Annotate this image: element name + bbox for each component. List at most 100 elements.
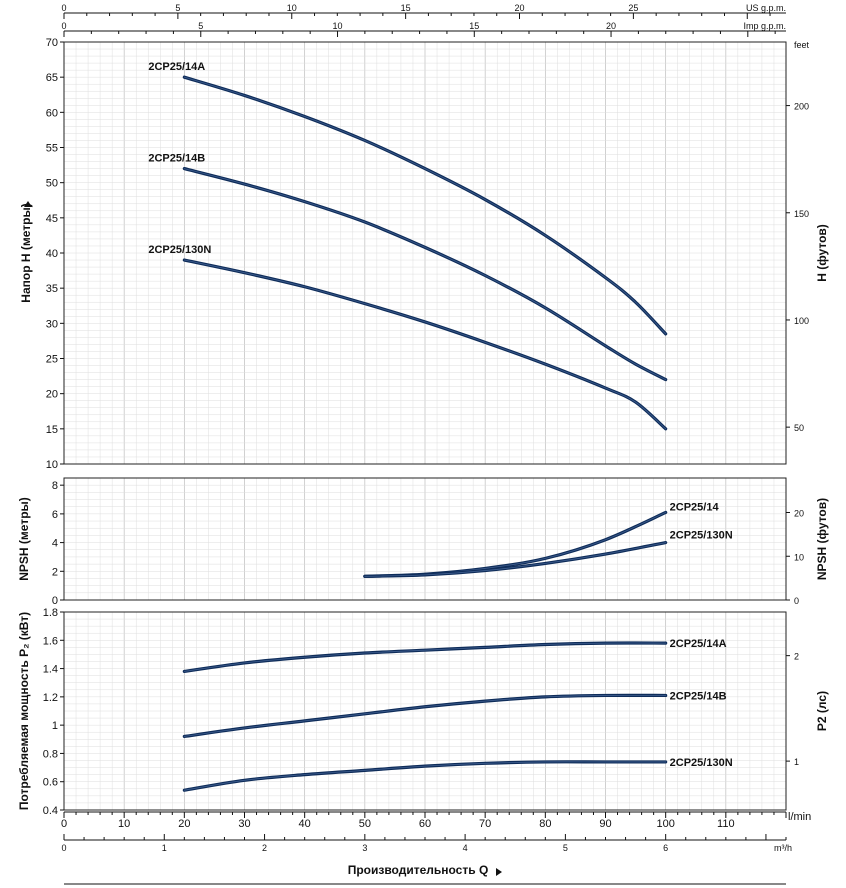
series-label: 2CP25/130N <box>148 244 211 256</box>
lmin-tick-label: 10 <box>118 818 130 830</box>
npsh-curve-highlight-1 <box>364 542 667 577</box>
lmin-tick-label: 50 <box>359 818 371 830</box>
y-tick-label: 60 <box>46 107 58 119</box>
y-tick-label: 0.4 <box>43 805 58 817</box>
power-ylabel: Потребляемая мощность P₂ (кВт) <box>17 612 31 810</box>
m3h-tick-label: 3 <box>362 843 367 853</box>
m3h-tick-label: 2 <box>262 843 267 853</box>
right-tick-label: 200 <box>794 102 809 112</box>
y-tick-label: 1.2 <box>43 692 58 704</box>
power-frame <box>63 611 787 811</box>
y-tick-label: 45 <box>46 213 58 225</box>
head-curve-highlight-1 <box>183 168 667 380</box>
lmin-tick-label: 110 <box>717 818 735 830</box>
imp-gpm-tick-label: 20 <box>606 21 616 31</box>
y-tick-label: 15 <box>46 424 58 436</box>
lmin-tick-label: 20 <box>178 818 190 830</box>
y-tick-label: 65 <box>46 72 58 84</box>
series-label: 2CP25/14 <box>670 501 720 513</box>
y-tick-label: 20 <box>46 389 58 401</box>
series-label: 2CP25/130N <box>670 757 733 769</box>
us-gpm-tick-label: 5 <box>175 3 180 13</box>
y-tick-label: 4 <box>52 538 58 550</box>
y-tick-label: 1 <box>52 720 58 732</box>
lmin-tick-label: 60 <box>419 818 431 830</box>
right-tick-label: 150 <box>794 209 809 219</box>
npsh-ylabel: NPSH (метры) <box>17 497 31 581</box>
top-axes: 0 5 10 15 20 25 US g.p.m. 0 5 10 15 20 Imp g.p.m. <box>61 3 786 37</box>
series-label: 2CP25/14B <box>670 690 727 702</box>
head-ylabel-right: H (футов) <box>815 224 829 282</box>
m3h-tick-label: 4 <box>463 843 468 853</box>
lmin-tick-label: 30 <box>238 818 250 830</box>
imp-gpm-tick-label: 0 <box>61 21 66 31</box>
power-curve-highlight-0 <box>183 642 667 672</box>
lmin-unit: l/min <box>788 811 811 823</box>
y-tick-label: 55 <box>46 143 58 155</box>
m3h-unit: m³/h <box>774 843 792 853</box>
series-label: 2CP25/14B <box>148 153 205 165</box>
head-curve-highlight-0 <box>183 76 667 335</box>
power-curve-highlight-1 <box>183 694 667 737</box>
arrow-up-icon <box>24 201 32 207</box>
y-tick-label: 6 <box>52 509 58 521</box>
imp-gpm-tick-label: 15 <box>469 21 479 31</box>
m3h-tick-label: 5 <box>563 843 568 853</box>
y-tick-label: 0 <box>52 595 58 607</box>
right-tick-label: 20 <box>794 509 804 519</box>
arrow-right-icon <box>496 868 502 876</box>
imp-gpm-unit: Imp g.p.m. <box>743 21 786 31</box>
us-gpm-tick-label: 0 <box>61 3 66 13</box>
y-tick-label: 8 <box>52 480 58 492</box>
m3h-tick-label: 1 <box>162 843 167 853</box>
imp-gpm-tick-label: 10 <box>333 21 343 31</box>
y-tick-label: 1.8 <box>43 607 58 619</box>
y-tick-label: 0.8 <box>43 748 58 760</box>
head-curve-highlight-2 <box>183 259 667 430</box>
us-gpm-tick-label: 20 <box>515 3 525 13</box>
y-tick-label: 0.6 <box>43 777 58 789</box>
power-curve-highlight-2 <box>183 761 667 791</box>
right-tick-label: 2 <box>794 652 799 662</box>
m3h-tick-label: 6 <box>663 843 668 853</box>
y-tick-label: 10 <box>46 459 58 471</box>
npsh-ylabel-right: NPSH (футов) <box>815 498 829 580</box>
us-gpm-tick-label: 25 <box>628 3 638 13</box>
lmin-tick-label: 100 <box>656 818 674 830</box>
y-tick-label: 2 <box>52 566 58 578</box>
us-gpm-tick-label: 15 <box>401 3 411 13</box>
lmin-tick-label: 40 <box>299 818 311 830</box>
series-label: 2CP25/14A <box>670 638 727 650</box>
npsh-panel: 0 2 4 6 8 0 10 20 NPSH (метры) NPSH (футов) 2CP25/… <box>17 477 829 607</box>
y-tick-label: 70 <box>46 37 58 49</box>
y-tick-label: 30 <box>46 318 58 330</box>
right-tick-label: 100 <box>794 316 809 326</box>
lmin-tick-label: 90 <box>599 818 611 830</box>
bottom-axes: 0 10 20 30 40 50 60 70 80 90 100 110 l/min 0 1 2 3 4 5 6 m³/… <box>61 811 811 885</box>
series-label: 2CP25/130N <box>670 530 733 542</box>
x-axis-title: Производительность Q <box>348 863 489 877</box>
right-tick-label: 0 <box>794 596 799 606</box>
right-tick-label: 10 <box>794 552 804 562</box>
y-tick-label: 40 <box>46 248 58 260</box>
lmin-tick-label: 0 <box>61 818 67 830</box>
lmin-tick-label: 70 <box>479 818 491 830</box>
power-ylabel-right: P2 (лс) <box>815 691 829 731</box>
series-label: 2CP25/14A <box>148 61 205 73</box>
imp-gpm-tick-label: 5 <box>198 21 203 31</box>
y-tick-label: 25 <box>46 354 58 366</box>
right-tick-label: 1 <box>794 757 799 767</box>
npsh-frame <box>63 477 787 601</box>
right-unit-label: feet <box>794 40 810 50</box>
y-tick-label: 50 <box>46 178 58 190</box>
power-panel: 0.4 0.6 0.8 1 1.2 1.4 1.6 1.8 1 2 Потребляемая мощ… <box>17 607 829 817</box>
us-gpm-tick-label: 10 <box>287 3 297 13</box>
y-tick-label: 35 <box>46 283 58 295</box>
y-tick-label: 1.6 <box>43 635 58 647</box>
head-ylabel: Напор H (метры) <box>19 203 33 302</box>
y-tick-label: 1.4 <box>43 664 58 676</box>
lmin-tick-label: 80 <box>539 818 551 830</box>
right-tick-label: 50 <box>794 423 804 433</box>
head-panel: 10 15 20 25 30 35 40 45 50 55 60 65 70 50 100 150 200 fee… <box>19 37 829 471</box>
m3h-tick-label: 0 <box>61 843 66 853</box>
